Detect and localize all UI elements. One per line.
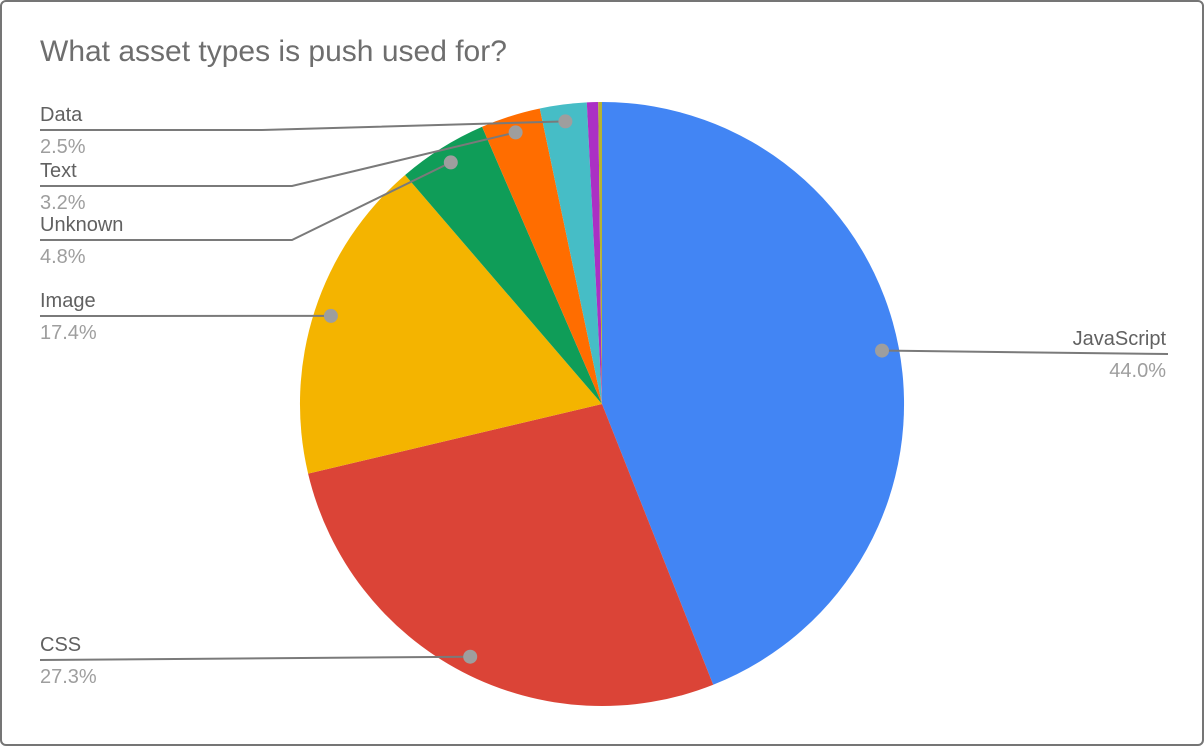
callout-dot-unknown <box>443 155 458 170</box>
callout-line-data <box>40 120 566 131</box>
slice-label-unknown: Unknown <box>40 214 124 236</box>
slice-label-data: Data <box>40 104 83 126</box>
slice-callout-javascript: JavaScript 44.0% <box>1073 326 1166 385</box>
callout-line-text <box>40 131 516 187</box>
slice-label-image: Image <box>40 290 96 312</box>
slice-callout-data: Data 2.5% <box>40 102 86 161</box>
callout-dot-javascript <box>875 343 889 358</box>
pie-slice-unknown <box>405 126 602 405</box>
slice-percent-javascript: 44.0% <box>1109 360 1166 382</box>
pie-slice-css <box>308 404 714 707</box>
callout-dot-text <box>508 125 523 140</box>
slice-callout-css: CSS 27.3% <box>40 632 97 691</box>
callout-line-unknown <box>40 161 452 241</box>
pie-slice-javascript <box>602 102 905 685</box>
pie-slice-unlabeled-7 <box>598 101 602 405</box>
slice-percent-data: 2.5% <box>40 136 86 158</box>
pie-slice-image <box>299 175 602 474</box>
pie-slice-text <box>482 108 602 404</box>
slice-callout-unknown: Unknown 4.8% <box>40 212 123 271</box>
callout-dot-image <box>323 308 338 323</box>
slice-callout-image: Image 17.4% <box>40 288 97 347</box>
slice-label-text: Text <box>40 160 77 182</box>
callout-dot-data <box>558 114 573 129</box>
slice-callout-text: Text 3.2% <box>40 158 86 217</box>
callout-line-javascript <box>881 349 1169 355</box>
slice-percent-text: 3.2% <box>40 192 86 214</box>
pie-slice-data <box>539 102 602 405</box>
callout-line-css <box>39 655 471 661</box>
slice-label-css: CSS <box>40 634 82 656</box>
pie-slice-unlabeled-6 <box>586 102 602 404</box>
chart-title: What asset types is push used for? <box>40 35 507 68</box>
slice-percent-unknown: 4.8% <box>40 246 86 268</box>
slice-label-javascript: JavaScript <box>1072 328 1166 350</box>
slice-percent-image: 17.4% <box>40 322 97 344</box>
slice-percent-css: 27.3% <box>40 666 97 688</box>
callout-dot-css <box>463 649 478 664</box>
